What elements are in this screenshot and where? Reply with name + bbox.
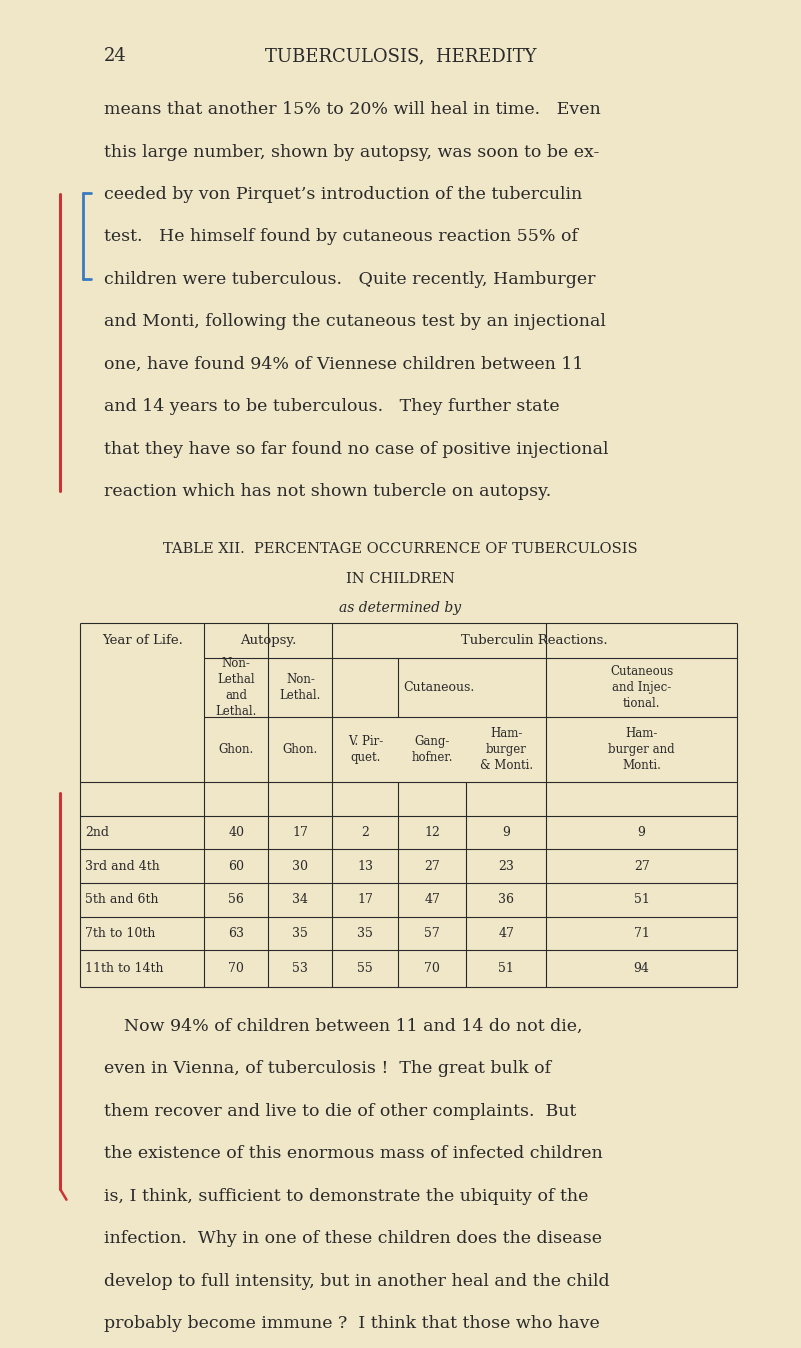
Text: Cutaneous.: Cutaneous. [404, 681, 475, 694]
Text: 17: 17 [292, 826, 308, 838]
Text: 9: 9 [502, 826, 510, 838]
Text: and Monti, following the cutaneous test by an injectional: and Monti, following the cutaneous test … [104, 313, 606, 330]
Text: 9: 9 [638, 826, 646, 838]
Text: 24: 24 [104, 47, 127, 65]
Text: them recover and live to die of other complaints.  But: them recover and live to die of other co… [104, 1103, 577, 1120]
Text: Tuberculin Reactions.: Tuberculin Reactions. [461, 634, 608, 647]
Text: means that another 15% to 20% will heal in time.   Even: means that another 15% to 20% will heal … [104, 101, 601, 119]
Text: Non-
Lethal
and
Lethal.: Non- Lethal and Lethal. [215, 656, 257, 718]
Text: 27: 27 [425, 860, 440, 872]
Text: reaction which has not shown tubercle on autopsy.: reaction which has not shown tubercle on… [104, 483, 551, 500]
Text: TUBERCULOSIS,  HEREDITY: TUBERCULOSIS, HEREDITY [265, 47, 536, 65]
Text: Ghon.: Ghon. [219, 743, 254, 756]
Text: 3rd and 4th: 3rd and 4th [85, 860, 159, 872]
Text: 5th and 6th: 5th and 6th [85, 894, 159, 906]
Text: 70: 70 [425, 962, 440, 975]
Text: 70: 70 [228, 962, 244, 975]
Text: 2nd: 2nd [85, 826, 109, 838]
Text: 94: 94 [634, 962, 650, 975]
Text: TABLE XII.  PERCENTAGE OCCURRENCE OF TUBERCULOSIS: TABLE XII. PERCENTAGE OCCURRENCE OF TUBE… [163, 542, 638, 555]
Text: Non-
Lethal.: Non- Lethal. [280, 673, 321, 702]
Text: and 14 years to be tuberculous.   They further state: and 14 years to be tuberculous. They fur… [104, 399, 560, 415]
Text: one, have found 94% of Viennese children between 11: one, have found 94% of Viennese children… [104, 356, 583, 373]
Text: 56: 56 [228, 894, 244, 906]
Text: 63: 63 [228, 927, 244, 940]
Text: 35: 35 [292, 927, 308, 940]
Text: 71: 71 [634, 927, 650, 940]
Text: 34: 34 [292, 894, 308, 906]
Text: 47: 47 [425, 894, 440, 906]
Text: ceeded by von Pirquet’s introduction of the tuberculin: ceeded by von Pirquet’s introduction of … [104, 186, 582, 204]
Text: 30: 30 [292, 860, 308, 872]
Text: Autopsy.: Autopsy. [240, 634, 296, 647]
Text: 23: 23 [498, 860, 514, 872]
Text: 36: 36 [498, 894, 514, 906]
Text: 60: 60 [228, 860, 244, 872]
Text: 11th to 14th: 11th to 14th [85, 962, 163, 975]
Text: 57: 57 [425, 927, 440, 940]
Text: even in Vienna, of tuberculosis !  The great bulk of: even in Vienna, of tuberculosis ! The gr… [104, 1060, 551, 1077]
Text: that they have so far found no case of positive injectional: that they have so far found no case of p… [104, 441, 609, 458]
Text: 55: 55 [357, 962, 373, 975]
Text: V. Pir-
quet.: V. Pir- quet. [348, 735, 383, 764]
Text: 51: 51 [498, 962, 514, 975]
Text: develop to full intensity, but in another heal and the child: develop to full intensity, but in anothe… [104, 1273, 610, 1290]
Text: 7th to 10th: 7th to 10th [85, 927, 155, 940]
Text: Cutaneous
and Injec-
tional.: Cutaneous and Injec- tional. [610, 665, 673, 710]
Text: 47: 47 [498, 927, 514, 940]
Text: as determined by: as determined by [340, 601, 461, 615]
Text: test.   He himself found by cutaneous reaction 55% of: test. He himself found by cutaneous reac… [104, 228, 578, 245]
Text: Ham-
burger and
Monti.: Ham- burger and Monti. [608, 727, 675, 772]
Text: IN CHILDREN: IN CHILDREN [346, 572, 455, 585]
Text: Ghon.: Ghon. [283, 743, 318, 756]
Text: 17: 17 [357, 894, 373, 906]
Text: Gang-
hofner.: Gang- hofner. [412, 735, 453, 764]
Text: infection.  Why in one of these children does the disease: infection. Why in one of these children … [104, 1229, 602, 1247]
Text: Now 94% of children between 11 and 14 do not die,: Now 94% of children between 11 and 14 do… [124, 1018, 582, 1035]
Text: the existence of this enormous mass of infected children: the existence of this enormous mass of i… [104, 1146, 603, 1162]
Text: 13: 13 [357, 860, 373, 872]
Text: is, I think, sufficient to demonstrate the ubiquity of the: is, I think, sufficient to demonstrate t… [104, 1188, 589, 1205]
Text: Ham-
burger
& Monti.: Ham- burger & Monti. [480, 727, 533, 772]
Text: children were tuberculous.   Quite recently, Hamburger: children were tuberculous. Quite recentl… [104, 271, 596, 288]
Text: 12: 12 [425, 826, 440, 838]
Text: 27: 27 [634, 860, 650, 872]
Text: 51: 51 [634, 894, 650, 906]
Text: 53: 53 [292, 962, 308, 975]
Text: 35: 35 [357, 927, 373, 940]
Text: probably become immune ?  I think that those who have: probably become immune ? I think that th… [104, 1316, 600, 1332]
Text: this large number, shown by autopsy, was soon to be ex-: this large number, shown by autopsy, was… [104, 143, 599, 160]
Text: 40: 40 [228, 826, 244, 838]
Text: 2: 2 [361, 826, 369, 838]
Text: Year of Life.: Year of Life. [102, 634, 183, 647]
